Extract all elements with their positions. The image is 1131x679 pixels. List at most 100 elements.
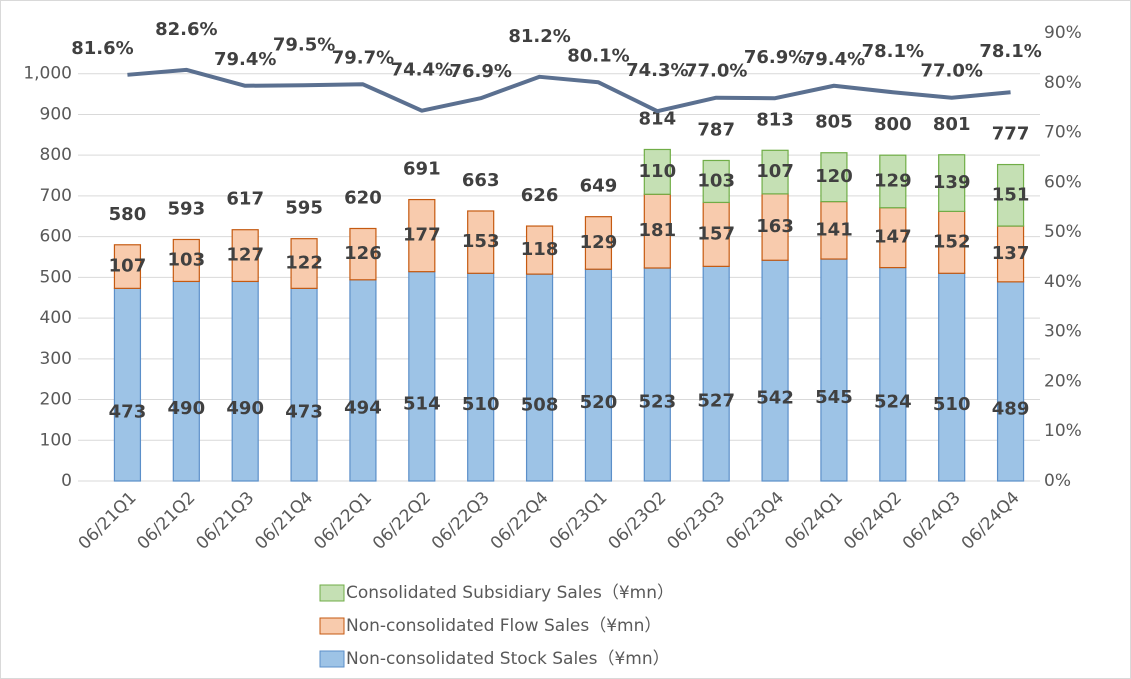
bar-segment	[702, 265, 730, 482]
bar-segment	[938, 210, 966, 274]
bar-segment	[525, 273, 554, 482]
y2-tick-label: 20%	[1044, 371, 1082, 391]
data-label: 127	[226, 245, 264, 266]
bar-segment	[938, 272, 966, 482]
y2-tick-label: 50%	[1044, 222, 1082, 242]
data-label: 523	[639, 391, 677, 412]
line-label: 74.4%	[391, 60, 453, 81]
total-label: 813	[756, 109, 794, 130]
data-label: 177	[403, 225, 441, 246]
y-tick-label: 700	[40, 186, 72, 206]
bar-segment	[761, 259, 789, 482]
y-tick-label: 800	[40, 145, 72, 165]
data-label: 473	[285, 402, 323, 423]
total-label: 595	[285, 198, 323, 219]
bar-segment	[702, 159, 730, 204]
data-label: 489	[992, 398, 1030, 419]
line-label: 79.7%	[332, 47, 394, 68]
total-label: 593	[168, 198, 206, 219]
legend-swatch	[319, 650, 345, 668]
line-label: 78.1%	[862, 41, 924, 62]
data-label: 120	[815, 166, 853, 187]
line-label: 79.4%	[803, 49, 865, 70]
bar-segment	[996, 163, 1025, 227]
line-label: 81.2%	[508, 26, 570, 47]
data-label: 141	[815, 219, 853, 240]
bar-segment	[231, 229, 259, 283]
data-label: 490	[226, 398, 264, 419]
data-label: 510	[933, 394, 971, 415]
y-tick-label: 100	[40, 430, 72, 450]
bar-segment	[879, 266, 907, 482]
data-label: 510	[462, 394, 500, 415]
y2-tick-label: 60%	[1044, 172, 1082, 192]
data-label: 520	[580, 392, 618, 413]
data-label: 147	[874, 227, 912, 248]
data-label: 129	[580, 232, 618, 253]
bar-segment	[820, 152, 848, 203]
data-label: 126	[344, 243, 382, 264]
data-label: 152	[933, 231, 971, 252]
data-label: 473	[109, 402, 147, 423]
total-label: 620	[344, 187, 382, 208]
bar-segment	[172, 238, 200, 283]
total-label: 580	[109, 204, 147, 225]
legend-swatch	[319, 584, 345, 602]
legend-label: Non-consolidated Stock Sales（¥mn）	[346, 649, 670, 669]
y-tick-label: 900	[40, 104, 72, 124]
data-label: 494	[344, 397, 382, 418]
bar-segment	[643, 267, 671, 482]
total-label: 663	[462, 170, 500, 191]
y-tick-label: 1,000	[23, 64, 72, 84]
bar-segment	[172, 280, 200, 482]
data-label: 524	[874, 391, 912, 412]
data-label: 542	[756, 388, 794, 409]
bar-segment	[643, 193, 671, 269]
data-label: 110	[639, 161, 677, 182]
data-label: 508	[521, 395, 559, 416]
bar-segment	[349, 227, 377, 281]
bar-segment	[702, 201, 730, 267]
bar-segment	[408, 198, 436, 273]
data-label: 137	[992, 243, 1030, 264]
data-label: 514	[403, 393, 441, 414]
total-label: 800	[874, 114, 912, 135]
y-tick-label: 0	[61, 471, 72, 491]
total-label: 691	[403, 159, 441, 180]
line-label: 76.9%	[744, 47, 806, 68]
data-label: 107	[109, 256, 147, 277]
y2-tick-label: 40%	[1044, 272, 1082, 292]
y2-tick-label: 70%	[1044, 123, 1082, 143]
line-label: 76.9%	[449, 61, 511, 82]
bar-segment	[113, 287, 142, 482]
y-tick-label: 500	[40, 267, 72, 287]
line-label: 74.3%	[626, 60, 688, 81]
data-label: 139	[933, 172, 971, 193]
data-label: 545	[815, 387, 853, 408]
data-label: 163	[756, 216, 794, 237]
data-label: 153	[462, 231, 500, 252]
legend-label: Consolidated Subsidiary Sales（¥mn）	[346, 583, 674, 603]
line-label: 77.0%	[685, 61, 747, 82]
legend-swatch	[319, 617, 345, 635]
bar-segment	[231, 280, 259, 482]
line-label: 78.1%	[979, 41, 1041, 62]
y-tick-label: 600	[40, 227, 72, 247]
data-label: 122	[285, 253, 323, 274]
bar-segment	[643, 148, 671, 195]
bar-segment	[938, 154, 966, 212]
line	[127, 67, 1011, 114]
y-tick-label: 200	[40, 390, 72, 410]
total-label: 814	[639, 108, 677, 129]
data-label: 181	[639, 220, 677, 241]
line-label: 77.0%	[920, 61, 982, 82]
y-tick-label: 400	[40, 308, 72, 328]
y2-tick-label: 10%	[1044, 421, 1082, 441]
line-label: 81.6%	[71, 38, 133, 59]
bar-segment	[996, 281, 1025, 482]
total-label: 617	[226, 189, 264, 210]
y2-tick-label: 90%	[1044, 23, 1082, 43]
total-label: 626	[521, 185, 559, 206]
